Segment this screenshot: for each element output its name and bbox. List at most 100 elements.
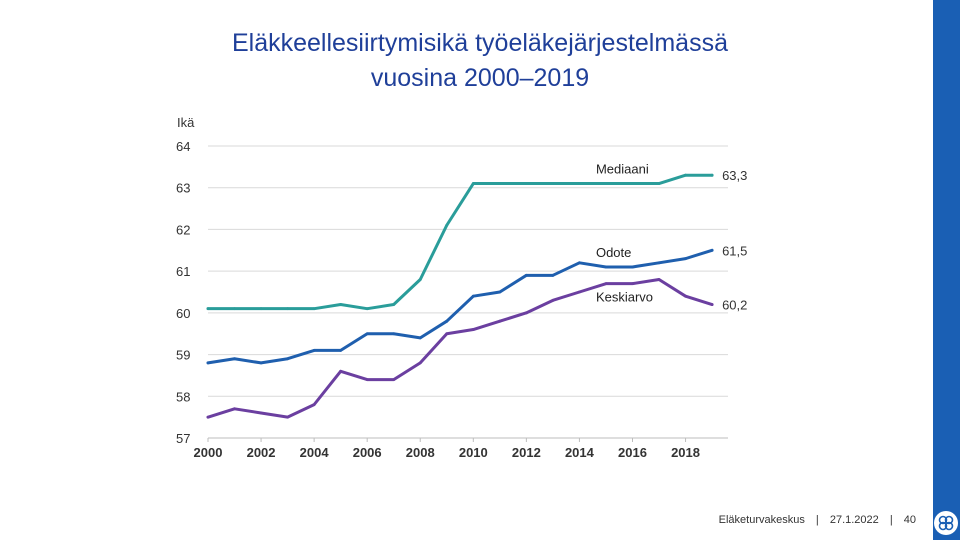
data-point-keskiarvo <box>233 407 236 411</box>
x-tick-label: 2018 <box>671 445 700 460</box>
footer-separator: | <box>889 514 893 526</box>
chart-grid <box>208 145 728 439</box>
data-point-keskiarvo <box>657 278 661 281</box>
x-tick-label: 2014 <box>565 445 595 460</box>
data-point-mediaani <box>684 173 687 177</box>
data-point-odote <box>286 357 289 361</box>
series-line-mediaani <box>206 173 714 311</box>
data-point-mediaani <box>259 307 263 311</box>
data-point-keskiarvo <box>604 282 608 286</box>
x-tick-label: 2016 <box>618 445 647 460</box>
y-axis-ticks: 57 58 59 60 61 62 63 64 <box>176 139 190 446</box>
y-tick-label: 60 <box>176 306 190 321</box>
data-point-odote <box>498 290 502 294</box>
end-label-odote: 61,5 <box>722 243 747 258</box>
data-point-odote <box>524 273 528 277</box>
data-point-odote <box>365 332 369 336</box>
footer-separator: | <box>815 514 819 526</box>
y-tick-label: 64 <box>176 139 190 154</box>
x-tick-label: 2000 <box>194 445 223 460</box>
data-point-keskiarvo <box>418 361 422 365</box>
chart-series: 63,3 Mediaani 61,5 Odote 60,2 Keskiarvo <box>206 162 747 419</box>
y-tick-label: 57 <box>176 431 190 446</box>
data-point-odote <box>259 361 263 365</box>
data-point-mediaani <box>710 173 714 177</box>
data-point-odote <box>418 336 422 340</box>
data-point-odote <box>339 349 343 352</box>
data-point-mediaani <box>339 303 343 306</box>
y-tick-label: 59 <box>176 348 190 363</box>
y-axis-label: Ikä <box>177 115 195 130</box>
data-point-odote <box>631 265 634 269</box>
data-point-keskiarvo <box>286 415 289 419</box>
y-tick-label: 62 <box>176 222 190 237</box>
data-point-odote <box>206 361 210 365</box>
series-line-odote <box>206 248 714 365</box>
data-point-odote <box>578 261 581 265</box>
data-point-keskiarvo <box>206 415 210 419</box>
end-label-mediaani: 63,3 <box>722 168 747 183</box>
data-point-mediaani <box>498 182 502 185</box>
data-point-odote <box>684 257 687 261</box>
y-tick-label: 58 <box>176 389 190 404</box>
x-tick-label: 2006 <box>353 445 382 460</box>
data-point-odote <box>710 248 714 252</box>
x-tick-label: 2012 <box>512 445 541 460</box>
x-tick-label: 2002 <box>247 445 276 460</box>
series-label-keskiarvo: Keskiarvo <box>596 290 653 305</box>
data-point-mediaani <box>471 182 475 185</box>
title-line-1: Eläkkeellesiirtymisikä työeläkejärjestel… <box>231 29 728 57</box>
y-tick-label: 61 <box>176 264 190 279</box>
data-point-odote <box>657 261 661 265</box>
data-point-mediaani <box>604 182 608 185</box>
data-point-mediaani <box>286 307 289 311</box>
brand-sidebar <box>933 0 960 540</box>
footer-organization: Eläketurvakeskus <box>718 514 805 526</box>
data-point-keskiarvo <box>631 282 634 286</box>
x-tick-label: 2010 <box>459 445 488 460</box>
data-point-odote <box>471 294 475 298</box>
data-point-odote <box>392 332 396 336</box>
data-point-mediaani <box>631 182 634 185</box>
data-point-keskiarvo <box>524 311 528 315</box>
data-point-keskiarvo <box>312 403 316 407</box>
data-point-keskiarvo <box>259 411 263 415</box>
data-point-mediaani <box>578 182 581 185</box>
series-line-keskiarvo <box>206 277 714 419</box>
y-tick-label: 63 <box>176 181 190 196</box>
data-point-keskiarvo <box>578 290 581 294</box>
data-point-keskiarvo <box>710 303 714 306</box>
data-point-keskiarvo <box>684 294 687 298</box>
data-point-mediaani <box>445 223 449 227</box>
data-point-keskiarvo <box>365 378 369 381</box>
footer-date: 27.1.2022 <box>829 514 879 526</box>
series-label-odote: Odote <box>596 245 631 260</box>
data-point-mediaani <box>312 307 316 311</box>
data-point-keskiarvo <box>471 328 475 331</box>
etk-logo-icon <box>934 511 958 535</box>
x-axis-ticks: 2000 2002 2004 2006 2008 2010 2012 2014 2016 2018 <box>194 438 700 460</box>
data-point-mediaani <box>524 182 528 185</box>
slide-footer: Eläketurvakeskus | 27.1.2022 | 40 <box>719 514 916 526</box>
data-point-mediaani <box>206 307 210 311</box>
end-label-keskiarvo: 60,2 <box>722 298 747 313</box>
data-point-keskiarvo <box>498 319 502 323</box>
data-point-keskiarvo <box>551 298 555 302</box>
footer-page-number: 40 <box>903 514 916 526</box>
data-point-odote <box>312 349 316 352</box>
data-point-keskiarvo <box>339 369 343 373</box>
data-point-mediaani <box>392 303 396 306</box>
data-point-keskiarvo <box>445 332 449 336</box>
data-point-mediaani <box>551 182 555 185</box>
data-point-mediaani <box>657 182 661 185</box>
data-point-odote <box>551 273 555 277</box>
series-label-mediaani: Mediaani <box>596 162 649 177</box>
x-tick-label: 2008 <box>406 445 435 460</box>
slide-title: Eläkkeellesiirtymisikä työeläkejärjestel… <box>120 26 840 96</box>
data-point-odote <box>233 357 236 361</box>
data-point-odote <box>604 265 608 269</box>
x-tick-label: 2004 <box>300 445 330 460</box>
data-point-keskiarvo <box>392 378 396 381</box>
title-line-2: vuosina 2000–2019 <box>370 64 590 92</box>
